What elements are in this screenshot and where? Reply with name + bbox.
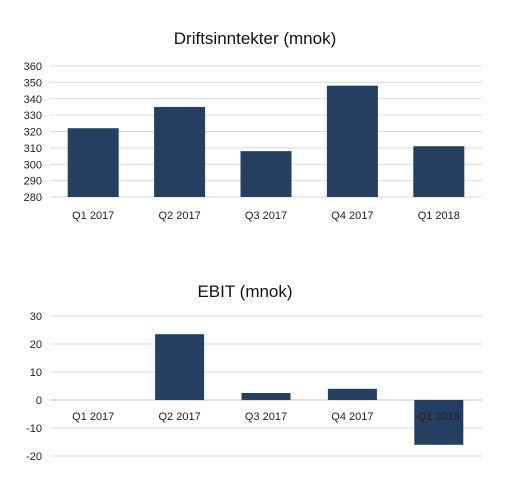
revenue-bar bbox=[67, 128, 119, 197]
ebit-y-tick-label: 30 bbox=[30, 311, 42, 323]
revenue-y-tick-label: 310 bbox=[24, 143, 42, 155]
ebit-x-tick-label: Q3 2017 bbox=[245, 411, 287, 423]
revenue-bar bbox=[154, 106, 206, 197]
ebit-y-tick-label: -20 bbox=[26, 451, 42, 463]
revenue-y-tick-label: 330 bbox=[24, 110, 42, 122]
ebit-bars bbox=[155, 334, 464, 445]
revenue-y-tick-label: 350 bbox=[24, 77, 42, 89]
ebit-x-tick-label: Q1 2018 bbox=[418, 411, 460, 423]
revenue-chart-title: Driftsinntekter (mnok) bbox=[174, 29, 336, 48]
ebit-bar bbox=[414, 400, 464, 445]
revenue-y-tick-label: 340 bbox=[24, 94, 42, 106]
revenue-y-tick-label: 300 bbox=[24, 159, 42, 171]
revenue-y-tick-label: 290 bbox=[24, 176, 42, 188]
revenue-x-tick-label: Q2 2017 bbox=[158, 210, 200, 222]
revenue-bar bbox=[240, 151, 292, 197]
revenue-y-tick-label: 280 bbox=[24, 192, 42, 204]
ebit-bar bbox=[155, 334, 205, 400]
ebit-x-tick-label: Q1 2017 bbox=[72, 411, 114, 423]
ebit-y-axis: -20 -10 0 10 20 30 bbox=[26, 311, 42, 463]
ebit-chart-title: EBIT (mnok) bbox=[197, 282, 292, 301]
revenue-x-tick-label: Q1 2017 bbox=[72, 210, 114, 222]
ebit-y-tick-label: 20 bbox=[30, 339, 42, 351]
revenue-x-tick-label: Q4 2017 bbox=[331, 210, 373, 222]
revenue-x-axis: Q1 2017 Q2 2017 Q3 2017 Q4 2017 Q1 2018 bbox=[72, 210, 460, 222]
revenue-y-tick-label: 320 bbox=[24, 127, 42, 139]
revenue-chart: Driftsinntekter (mnok) 280 290 300 310 320 33… bbox=[24, 29, 482, 222]
ebit-y-tick-label: 0 bbox=[36, 395, 42, 407]
ebit-y-tick-label: -10 bbox=[26, 423, 42, 435]
revenue-y-tick-label: 360 bbox=[24, 61, 42, 73]
ebit-x-tick-label: Q4 2017 bbox=[331, 411, 373, 423]
revenue-x-tick-label: Q3 2017 bbox=[245, 210, 287, 222]
ebit-x-tick-label: Q2 2017 bbox=[158, 411, 200, 423]
ebit-bar bbox=[327, 388, 377, 400]
revenue-bars bbox=[67, 85, 465, 197]
revenue-bar bbox=[413, 146, 465, 197]
ebit-chart: EBIT (mnok) -20 -10 0 10 20 30 Q1 2017 Q2 2017… bbox=[26, 282, 482, 463]
revenue-bar bbox=[326, 85, 378, 197]
ebit-x-axis: Q1 2017 Q2 2017 Q3 2017 Q4 2017 Q1 2018 bbox=[72, 411, 460, 423]
revenue-gridlines bbox=[50, 65, 482, 198]
ebit-bar bbox=[241, 393, 291, 400]
revenue-x-tick-label: Q1 2018 bbox=[418, 210, 460, 222]
revenue-y-axis: 280 290 300 310 320 330 340 350 360 bbox=[24, 61, 42, 204]
ebit-y-tick-label: 10 bbox=[30, 367, 42, 379]
